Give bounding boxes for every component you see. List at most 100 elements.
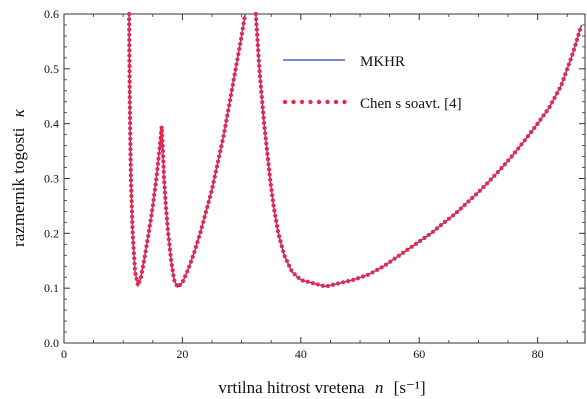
series-point-chen (281, 249, 286, 254)
series-point-chen (544, 109, 549, 114)
series-point-chen (261, 110, 266, 115)
y-tick-label: 0.3 (44, 172, 59, 186)
series-point-chen (261, 120, 267, 125)
series-point-chen (554, 91, 560, 96)
series-point-chen (430, 229, 435, 234)
series-point-chen (370, 270, 375, 275)
series-point-chen (255, 37, 260, 43)
series-point-chen (438, 223, 443, 228)
series-point-chen (130, 219, 135, 225)
series-point-chen (163, 200, 168, 206)
series-point-chen (512, 150, 518, 155)
y-axis-title-text: razmernik togosti (9, 127, 28, 247)
series-point-chen (529, 130, 534, 135)
series-point-chen (143, 249, 148, 254)
series-point-chen (160, 138, 165, 143)
series-point-chen (454, 209, 460, 215)
series-point-chen (365, 272, 371, 277)
series-point-chen (282, 254, 287, 259)
series-point-chen (516, 146, 521, 151)
series-line-mkhr (255, 14, 583, 288)
series-point-chen (235, 57, 240, 62)
series-point-chen (273, 213, 278, 218)
series-point-chen (409, 244, 414, 249)
y-tick-label: 0.6 (44, 7, 59, 21)
series-point-chen (129, 204, 134, 209)
series-point-chen (128, 126, 133, 131)
series-point-chen (218, 149, 223, 154)
legend: MKHR Chen s soavt. [4] (282, 54, 462, 112)
series-point-chen (388, 259, 393, 264)
series-point-chen (242, 16, 247, 21)
series-point-chen (152, 187, 158, 192)
series-point-chen (320, 283, 325, 288)
series-point-chen (229, 87, 234, 93)
series-point-chen (538, 117, 543, 122)
series-point-chen (335, 281, 341, 286)
series-point-chen (268, 177, 273, 182)
series-point-chen (279, 244, 284, 249)
series-point-chen (535, 121, 540, 126)
series-point-chen (499, 166, 504, 171)
series-point-chen (396, 253, 401, 258)
series-point-chen (506, 158, 511, 163)
series-point-chen (266, 162, 271, 167)
series-point-chen (325, 283, 331, 289)
legend-label-mkhr: MKHR (360, 54, 405, 70)
series-point-chen (263, 131, 268, 136)
series-point-chen (258, 79, 263, 84)
series-point-chen (300, 278, 305, 283)
series-point-chen (255, 43, 260, 48)
series-point-chen (149, 213, 154, 218)
series-point-chen (379, 265, 384, 270)
series-point-chen (564, 67, 570, 72)
axis-ticks: 0 20 40 60 80 0.0 0.1 0.2 0.3 0.4 0.5 0.6 (44, 7, 585, 361)
series-point-chen (160, 143, 165, 149)
series-point-chen (296, 275, 301, 280)
series-point-chen (227, 103, 232, 108)
series-point-chen (262, 125, 267, 131)
series-point-chen (127, 69, 132, 74)
series-point-chen (502, 162, 507, 167)
series-point-chen (557, 86, 562, 91)
series-point-chen (552, 95, 557, 100)
series-point-chen (165, 226, 170, 232)
series-point-chen (146, 233, 151, 239)
series-point-chen (383, 262, 389, 267)
series-point-chen (355, 276, 361, 281)
series-point-chen (170, 268, 175, 273)
series-point-chen (128, 173, 133, 178)
series-point-chen (133, 271, 138, 276)
series-point-chen (142, 254, 147, 259)
series-point-chen (127, 79, 132, 84)
series-point-chen (129, 188, 134, 193)
series-point-chen (195, 239, 200, 245)
series-point-chen (221, 133, 226, 139)
series-point-chen (161, 169, 166, 174)
series-point-chen (473, 192, 479, 197)
series-point-chen (168, 252, 173, 257)
series-point-chen (466, 199, 471, 204)
series-point-chen (213, 169, 218, 174)
series-point-chen (450, 213, 456, 218)
series-point-chen (150, 203, 155, 208)
y-tick-label: 0.1 (44, 281, 59, 295)
series-layer (127, 11, 583, 289)
series-point-chen (256, 58, 261, 63)
series-point-chen (132, 256, 137, 261)
series-point-chen (141, 259, 146, 264)
series-point-chen (188, 259, 194, 264)
series-point-chen (422, 235, 427, 241)
x-tick-label: 20 (176, 347, 188, 361)
series-point-chen (128, 136, 133, 141)
series-point-chen (274, 218, 279, 224)
series-point-chen (509, 154, 514, 159)
series-point-chen (272, 208, 277, 213)
series-point-chen (152, 192, 157, 197)
series-point-chen (270, 198, 275, 203)
series-point-chen (340, 280, 346, 285)
series-point-chen (127, 110, 133, 115)
series-point-chen (238, 36, 244, 41)
series-point-chen (199, 224, 204, 230)
